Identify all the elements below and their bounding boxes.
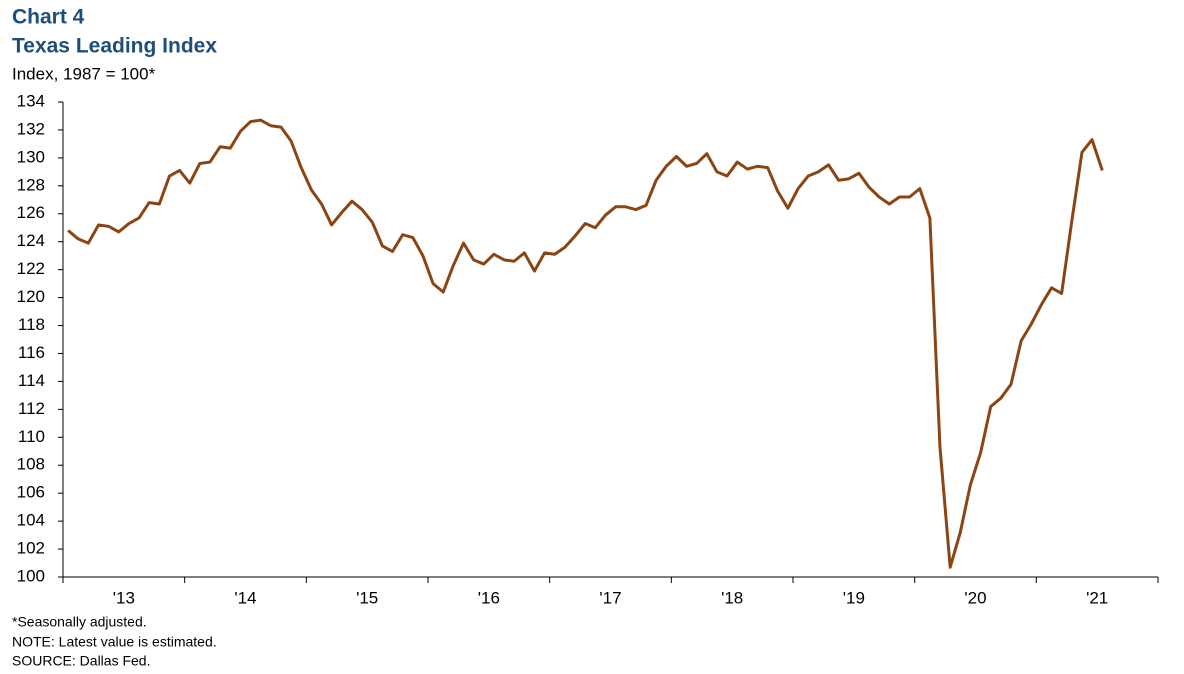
y-tick-label: 122 — [17, 259, 45, 278]
y-tick-label: 128 — [17, 175, 45, 194]
x-tick-label: '18 — [721, 588, 743, 607]
x-tick-label: '14 — [234, 588, 256, 607]
x-tick-label: '20 — [964, 588, 986, 607]
y-tick-label: 106 — [17, 483, 45, 502]
y-tick-label: 120 — [17, 287, 45, 306]
footnote: *Seasonally adjusted. — [12, 614, 147, 630]
y-tick-label: 104 — [17, 511, 45, 530]
y-tick-label: 114 — [18, 371, 45, 390]
footnote: SOURCE: Dallas Fed. — [12, 653, 150, 669]
x-tick-label: '16 — [478, 588, 500, 607]
chart-subtitle: Texas Leading Index — [12, 35, 217, 58]
data-line — [67, 118, 1104, 569]
chart-title: Chart 4 — [12, 6, 85, 29]
x-tick-label: '17 — [599, 588, 621, 607]
x-tick-label: '13 — [113, 588, 135, 607]
y-tick-label: 100 — [17, 566, 45, 585]
y-tick-label: 116 — [18, 343, 45, 362]
y-tick-label: 132 — [17, 119, 45, 138]
y-tick-label: 110 — [18, 427, 45, 446]
x-tick-label: '19 — [843, 588, 865, 607]
x-tick-label: '15 — [356, 588, 378, 607]
y-tick-label: 108 — [17, 455, 45, 474]
y-tick-label: 112 — [18, 399, 45, 418]
y-tick-label: 124 — [17, 231, 45, 250]
y-tick-label: 126 — [17, 203, 45, 222]
footnote: NOTE: Latest value is estimated. — [12, 634, 217, 650]
x-tick-label: '21 — [1086, 588, 1108, 607]
y-tick-label: 134 — [17, 91, 45, 110]
y-axis-label: Index, 1987 = 100* — [12, 64, 156, 83]
y-tick-label: 130 — [17, 147, 45, 166]
y-tick-label: 118 — [18, 315, 45, 334]
y-tick-label: 102 — [17, 539, 45, 558]
